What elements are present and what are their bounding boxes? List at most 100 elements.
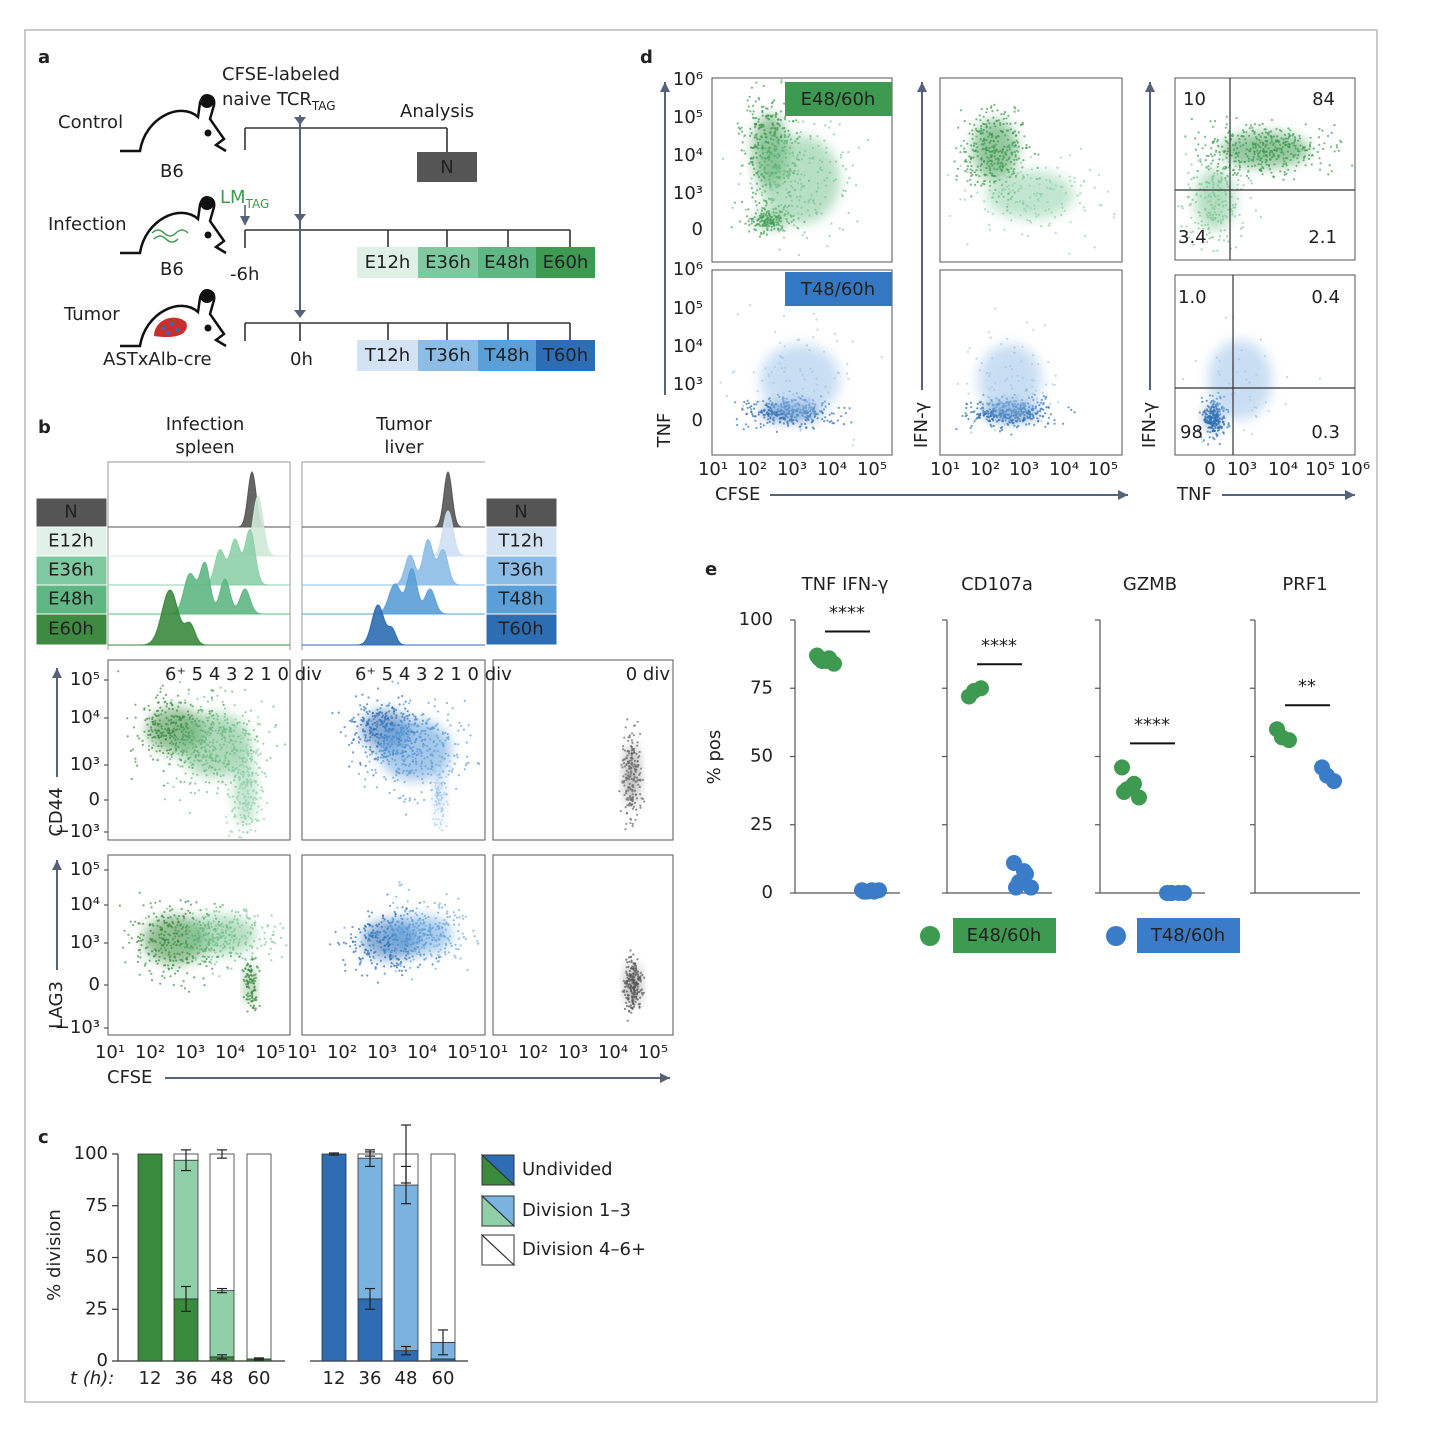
event-dot <box>838 123 841 126</box>
event-dot <box>158 936 161 939</box>
event-dot <box>227 766 230 770</box>
plot-frame <box>1174 77 1356 261</box>
event-dot <box>393 788 396 792</box>
event-dot <box>438 826 441 829</box>
event-dot <box>621 766 624 769</box>
event-dot <box>155 750 158 753</box>
event-dot <box>237 735 240 738</box>
row-label-box <box>485 584 558 615</box>
event-dot <box>1039 195 1042 198</box>
event-dot <box>187 713 190 717</box>
event-dot <box>976 191 979 194</box>
event-dot <box>436 750 439 753</box>
event-dot <box>762 232 765 235</box>
event-dot <box>379 723 382 727</box>
event-dot <box>633 751 636 754</box>
event-dot <box>216 773 219 776</box>
plot-frame <box>492 854 674 1036</box>
event-dot <box>394 970 397 973</box>
event-dot <box>391 750 394 753</box>
event-dot <box>398 884 401 887</box>
event-dot <box>155 710 159 713</box>
event-dot <box>746 109 749 112</box>
event-dot <box>436 743 439 746</box>
event-dot <box>429 953 433 956</box>
event-dot <box>395 729 398 732</box>
event-dot <box>230 909 234 913</box>
event-dot <box>423 947 426 950</box>
event-dot <box>398 881 401 884</box>
event-dot <box>208 734 211 737</box>
event-dot <box>250 978 254 982</box>
event-dot <box>371 723 374 726</box>
event-dot <box>633 773 636 776</box>
event-dot <box>209 745 212 749</box>
event-dot <box>234 910 237 914</box>
event-dot <box>228 834 231 837</box>
event-dot <box>178 725 181 728</box>
event-dot <box>1069 179 1072 183</box>
event-dot <box>284 743 287 746</box>
event-dot <box>359 931 362 934</box>
event-dot <box>391 943 394 946</box>
event-dot <box>1287 137 1290 140</box>
event-dot <box>631 741 634 745</box>
event-dot <box>757 141 760 145</box>
event-dot <box>757 218 760 221</box>
event-dot <box>767 224 770 227</box>
event-dot <box>441 731 444 734</box>
event-dot <box>1079 192 1082 195</box>
event-dot <box>403 800 406 804</box>
event-dot <box>1006 169 1009 172</box>
event-dot <box>987 157 990 160</box>
event-dot <box>137 939 140 943</box>
event-dot <box>142 922 145 926</box>
sample-box <box>418 340 478 371</box>
event-dot <box>994 143 997 146</box>
event-dot <box>433 901 436 905</box>
event-dot <box>423 744 426 747</box>
event-dot <box>758 187 762 190</box>
event-dot <box>769 127 773 130</box>
event-dot <box>359 761 362 765</box>
event-dot <box>779 228 782 231</box>
panel-label: a <box>38 47 50 68</box>
event-dot <box>357 736 360 739</box>
event-dot <box>398 703 401 706</box>
event-dot <box>411 753 414 756</box>
event-dot <box>1009 122 1012 125</box>
event-dot <box>756 189 759 192</box>
event-dot <box>165 717 168 720</box>
event-dot <box>169 975 172 978</box>
event-dot <box>1052 188 1055 191</box>
event-dot <box>740 149 743 152</box>
event-dot <box>1335 146 1339 149</box>
event-dot <box>467 724 470 727</box>
event-dot <box>272 705 275 708</box>
event-dot <box>241 759 244 762</box>
event-dot <box>352 716 355 719</box>
event-dot <box>802 120 805 123</box>
event-dot <box>634 793 638 796</box>
event-dot <box>989 167 992 170</box>
event-dot <box>425 937 428 940</box>
event-dot <box>152 932 155 935</box>
event-dot <box>220 746 223 749</box>
event-dot <box>625 970 628 973</box>
event-dot <box>230 730 233 733</box>
event-dot <box>172 730 175 733</box>
cfse-label: naive TCRTAG <box>222 89 336 113</box>
event-dot <box>420 929 423 932</box>
event-dot <box>406 931 409 934</box>
event-dot <box>416 750 419 753</box>
event-dot <box>771 122 774 125</box>
event-dot <box>351 718 354 721</box>
event-dot <box>631 996 634 999</box>
event-dot <box>370 962 373 965</box>
event-dot <box>248 767 252 770</box>
event-dot <box>264 775 267 778</box>
event-dot <box>440 737 443 741</box>
event-dot <box>160 741 163 745</box>
event-dot <box>627 956 631 959</box>
event-dot <box>790 180 793 183</box>
